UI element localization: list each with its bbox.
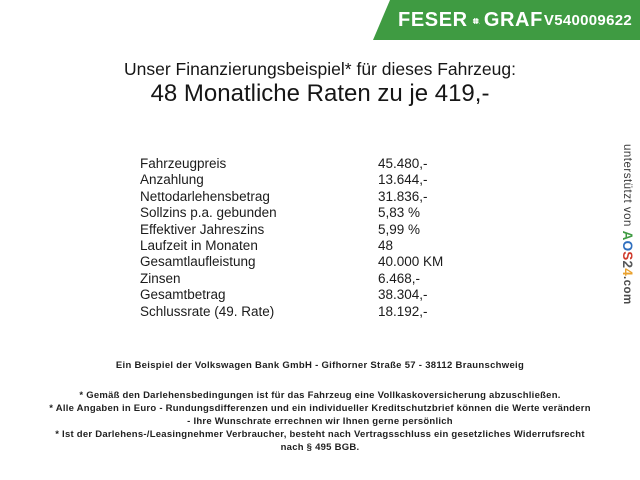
brand-banner: FESER GRAF V540009622 <box>373 0 640 40</box>
finance-value: 18.192,- <box>378 303 428 319</box>
finance-value: 5,99 % <box>378 221 421 237</box>
finance-value: 31.836,- <box>378 188 428 204</box>
finance-label: Effektiver Jahreszins <box>140 221 265 237</box>
brand-name-graf: GRAF <box>483 8 543 31</box>
vehicle-id-badge: V540009622 <box>543 11 632 29</box>
finance-value: 48 <box>378 238 394 254</box>
brand-name-feser: FESER <box>398 8 468 31</box>
finance-label: Anzahlung <box>140 172 204 188</box>
finance-label: Gesamtlaufleistung <box>140 254 256 270</box>
aos24-logo-letter: O <box>620 240 635 252</box>
finance-value: 40.000 KM <box>378 254 444 270</box>
finance-label: Laufzeit in Monaten <box>140 238 258 254</box>
finance-value: 45.480,- <box>378 156 428 171</box>
finance-value: 5,83 % <box>378 205 421 221</box>
finance-value: 38.304,- <box>378 287 428 303</box>
table-row: Laufzeit in Monaten 48 <box>140 238 500 254</box>
legal-note: * Ist der Darlehens-/Leasingnehmer Verbr… <box>55 429 585 440</box>
finance-label: Zinsen <box>140 270 181 286</box>
finance-label: Sollzins p.a. gebunden <box>140 205 277 221</box>
headline-title: 48 Monatliche Raten zu je 419,- <box>150 80 490 107</box>
aos24-logo-letter: S <box>620 251 635 261</box>
legal-note: nach § 495 BGB. <box>280 442 360 453</box>
credit-prefix: unterstützt von <box>621 144 633 231</box>
table-row: Gesamtbetrag 38.304,- <box>140 287 500 303</box>
legal-note: - Ihre Wunschrate errechnen wir Ihnen ge… <box>187 416 453 427</box>
table-row: Sollzins p.a. gebunden 5,83 % <box>140 205 500 221</box>
legal-note: * Alle Angaben in Euro - Rundungsdiffere… <box>49 403 591 414</box>
finance-label: Fahrzeugpreis <box>140 156 227 171</box>
table-row: Nettodarlehensbetrag 31.836,- <box>140 189 500 205</box>
finance-label: Schlussrate (49. Rate) <box>140 303 275 319</box>
finance-table: Fahrzeugpreis 45.480,- Anzahlung 13.644,… <box>140 156 500 320</box>
footer-legal: Ein Beispiel der Volkswagen Bank GmbH - … <box>0 359 640 454</box>
finance-value: 13.644,- <box>378 172 428 188</box>
aos24-logo-letter: 4 <box>620 268 635 276</box>
aos24-credit: unterstützt von AOS24.com <box>620 144 635 305</box>
table-row: Schlussrate (49. Rate) 18.192,- <box>140 304 500 320</box>
finance-label: Nettodarlehensbetrag <box>140 188 270 204</box>
table-row: Fahrzeugpreis 45.480,- <box>140 156 500 172</box>
table-row: Anzahlung 13.644,- <box>140 172 500 188</box>
table-row: Effektiver Jahreszins 5,99 % <box>140 222 500 238</box>
table-row: Gesamtlaufleistung 40.000 KM <box>140 254 500 270</box>
aos24-logo-letter: 2 <box>620 260 635 269</box>
credit-suffix: .com <box>621 275 633 305</box>
finance-label: Gesamtbetrag <box>140 287 226 303</box>
bank-address: Ein Beispiel der Volkswagen Bank GmbH - … <box>115 360 525 371</box>
legal-note: * Gemäß den Darlehensbedingungen ist für… <box>79 390 561 401</box>
headline-block: Unser Finanzierungsbeispiel* für dieses … <box>0 58 640 107</box>
clover-icon <box>472 17 480 25</box>
aos24-logo-letter: A <box>620 230 635 241</box>
registered-dot <box>478 23 480 25</box>
finance-value: 6.468,- <box>378 270 421 286</box>
table-row: Zinsen 6.468,- <box>140 271 500 287</box>
headline-subtitle: Unser Finanzierungsbeispiel* für dieses … <box>123 59 516 79</box>
